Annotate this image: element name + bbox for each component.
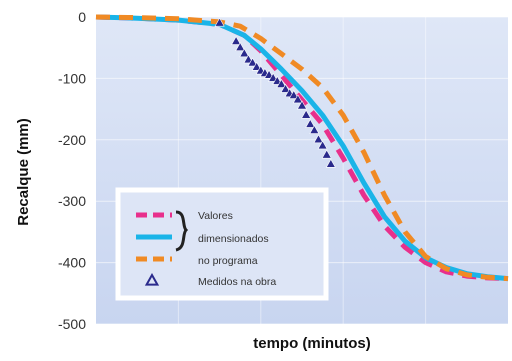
series-line-3: [95, 14, 509, 282]
y-tick-label: -200: [58, 132, 86, 148]
measured-point: [214, 17, 225, 27]
y-tick-label: -100: [58, 70, 86, 86]
y-axis-label: Recalque (mm): [15, 118, 32, 226]
legend-marker-measured: [144, 272, 160, 286]
legend-measured-label: Medidos na obra: [198, 276, 276, 288]
measured-point: [309, 124, 320, 134]
y-axis-ticks: 0 -100 -200 -300 -400 -500: [58, 9, 86, 332]
series-layer: [95, 14, 509, 282]
legend-group-line-3: no programa: [198, 255, 258, 267]
measured-point: [317, 140, 328, 150]
measured-point: [231, 35, 242, 45]
measured-point: [251, 61, 262, 71]
legend-box: [115, 187, 329, 301]
measured-point: [280, 83, 291, 93]
measured-point: [325, 158, 336, 168]
measured-point: [247, 57, 258, 67]
legend-brace: [175, 210, 189, 252]
legend: Valores dimensionados no programa Medido…: [115, 187, 329, 301]
legend-samples: [136, 212, 172, 286]
legend-group-line-2: dimensionados: [198, 233, 269, 245]
measured-point: [292, 94, 303, 104]
measured-point: [276, 78, 287, 88]
measured-point: [305, 118, 316, 128]
measured-point: [301, 109, 312, 119]
measured-point: [296, 100, 308, 110]
y-tick-label: -400: [58, 255, 86, 271]
measured-point: [288, 89, 299, 99]
measured-point: [313, 134, 324, 144]
y-tick-label: -300: [58, 193, 86, 209]
measured-point: [235, 42, 246, 52]
measured-point: [239, 48, 250, 58]
measured-point: [321, 149, 332, 159]
x-axis-label: tempo (minutos): [253, 335, 371, 352]
y-tick-label: 0: [78, 9, 86, 25]
y-tick-label: -500: [58, 316, 86, 332]
legend-group-line-1: Valores: [198, 210, 233, 222]
